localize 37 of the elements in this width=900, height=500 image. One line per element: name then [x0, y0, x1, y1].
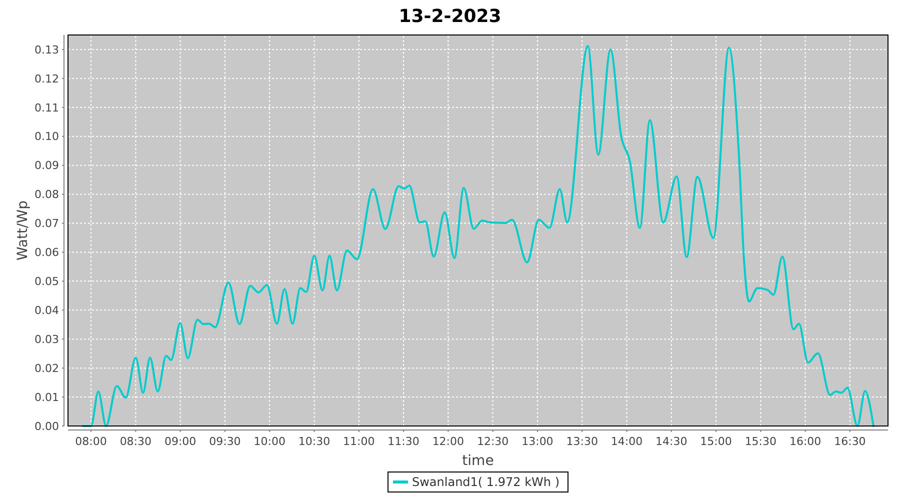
x-axis-title: time: [462, 453, 494, 469]
y-tick-label: 0.03: [34, 332, 59, 346]
y-tick-label: 0.01: [34, 390, 59, 404]
x-tick-label: 14:30: [656, 435, 688, 448]
y-tick-label: 0.08: [34, 188, 59, 202]
x-tick-label: 12:00: [432, 435, 464, 448]
y-tick-label: 0.11: [34, 101, 59, 114]
chart-title: 13-2-2023: [398, 6, 502, 27]
x-tick-label: 10:30: [298, 435, 330, 448]
y-tick-label: 0.12: [34, 72, 59, 86]
x-tick-label: 08:00: [75, 435, 107, 448]
line-series: [82, 45, 874, 427]
x-tick-label: 15:30: [744, 435, 777, 448]
x-tick-label: 09:30: [209, 435, 241, 448]
y-tick-label: 0.05: [34, 275, 59, 288]
y-tick-label: 0.06: [34, 246, 59, 260]
x-tick-label: 12:30: [476, 435, 509, 448]
x-tick-label: 14:00: [610, 435, 643, 448]
x-tick-label: 16:00: [789, 435, 822, 448]
x-tick-label: 13:30: [566, 435, 598, 448]
y-axis-title: Watt/Wp: [15, 200, 31, 260]
x-tick-label: 11:30: [388, 435, 420, 448]
x-tick-label: 13:00: [522, 435, 554, 448]
x-tick-label: 11:00: [343, 435, 375, 448]
y-tick-label: 0.00: [34, 420, 59, 433]
x-tick-label: 10:00: [254, 435, 286, 448]
y-tick-label: 0.10: [34, 130, 59, 144]
x-tick-label: 16:30: [834, 435, 866, 448]
x-tick-label: 08:30: [120, 435, 152, 448]
y-tick-label: 0.04: [34, 304, 59, 317]
legend-label: Swanland1( 1.972 kWh ): [412, 475, 560, 490]
y-tick-label: 0.07: [34, 217, 59, 230]
x-tick-label: 09:00: [164, 435, 196, 448]
y-tick-label: 0.09: [34, 159, 59, 172]
y-tick-label: 0.02: [34, 362, 59, 375]
x-tick-label: 15:00: [700, 435, 732, 448]
y-tick-label: 0.13: [34, 43, 59, 56]
